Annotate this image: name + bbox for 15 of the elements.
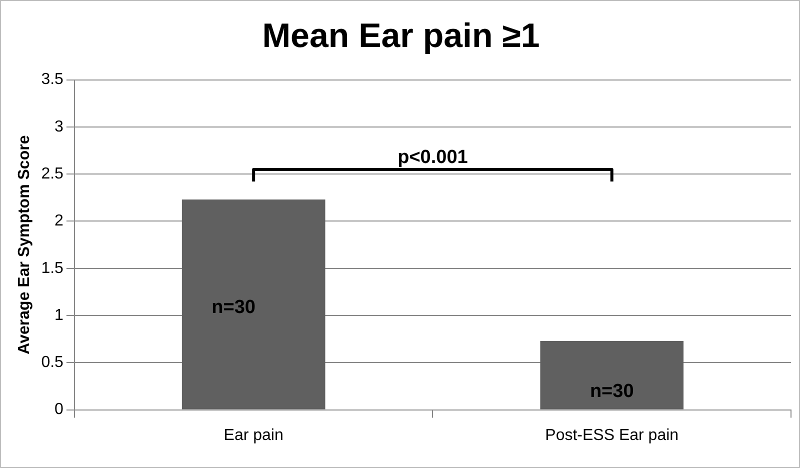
x-tick-label: Post-ESS Ear pain: [545, 426, 679, 444]
chart-title: Mean Ear pain ≥1: [262, 16, 540, 55]
y-tick-label: 2: [54, 212, 64, 230]
annotation: n=30: [590, 381, 634, 402]
y-tick-label: 0.5: [41, 354, 64, 372]
annotation: p<0.001: [398, 146, 468, 168]
y-tick-label: 0: [54, 401, 64, 418]
annotation: n=30: [212, 296, 256, 318]
y-tick-label: 1.5: [41, 260, 64, 277]
y-tick-label: 3: [54, 118, 64, 136]
y-axis-title: Average Ear Symptom Score: [16, 135, 34, 354]
x-tick-label: Ear pain: [224, 426, 284, 444]
y-tick-label: 3.5: [41, 71, 64, 88]
y-tick-label: 2.5: [41, 165, 64, 182]
y-tick-label: 1: [54, 306, 64, 324]
